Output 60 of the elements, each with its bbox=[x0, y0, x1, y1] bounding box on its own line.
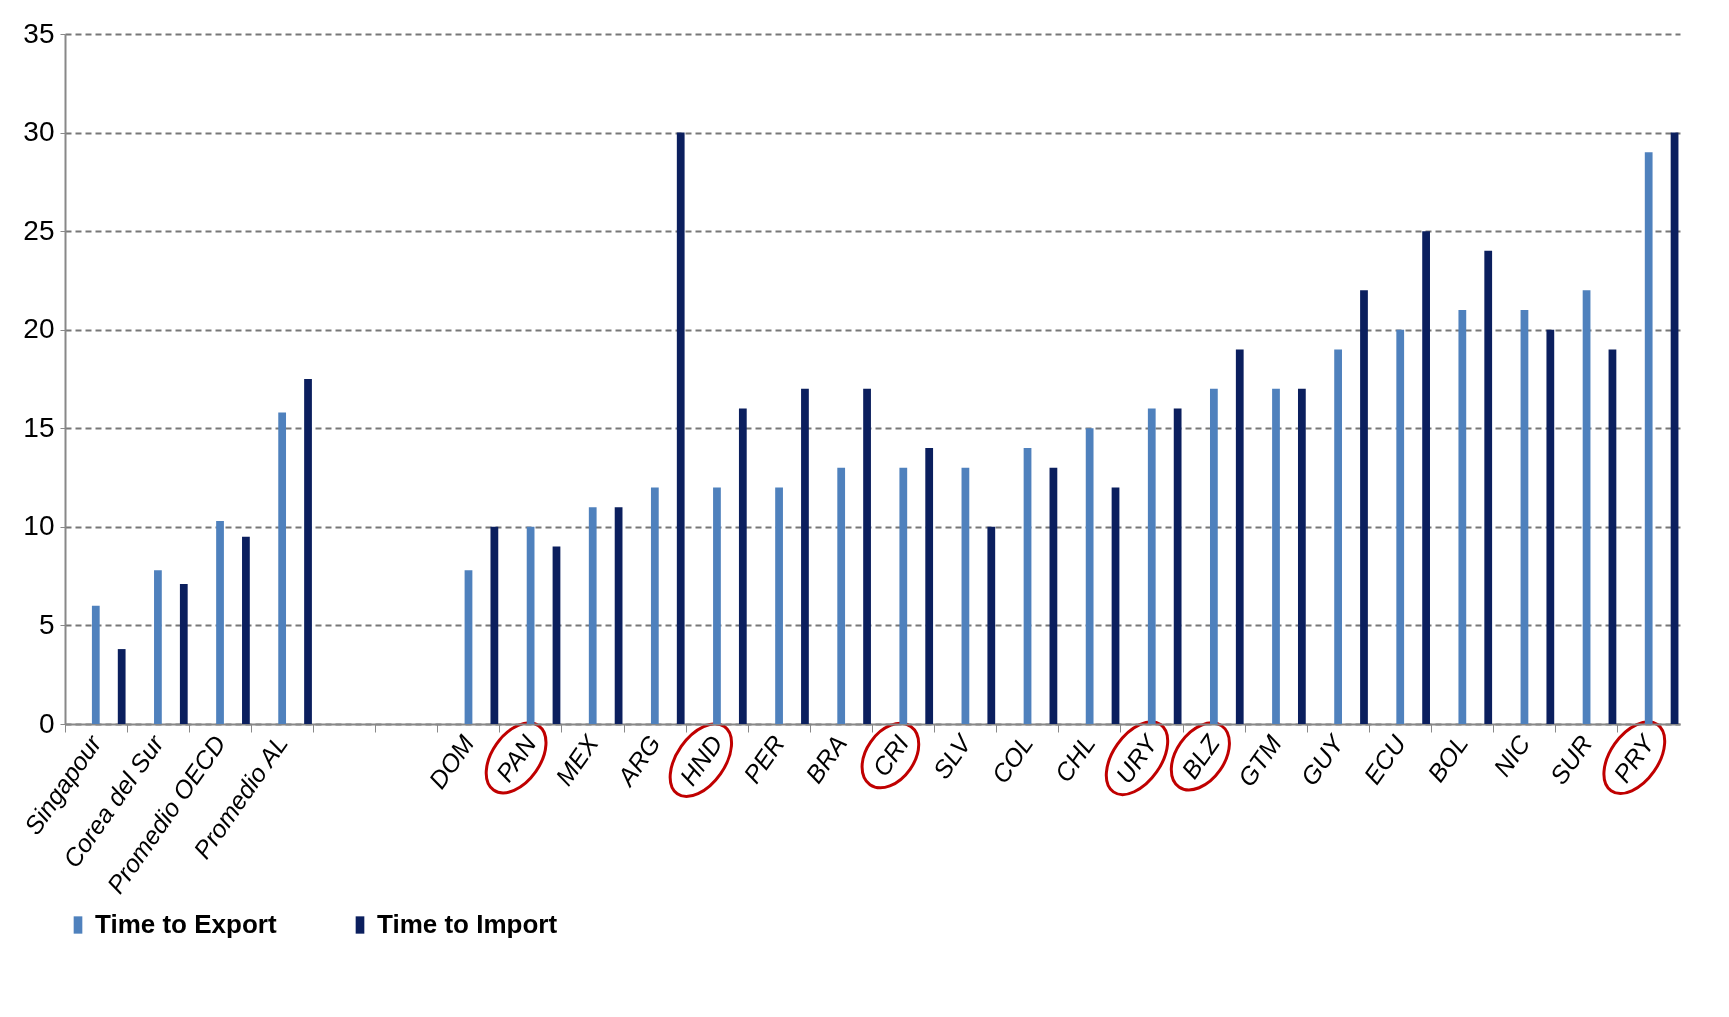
bar bbox=[91, 605, 100, 724]
bar bbox=[1147, 408, 1156, 724]
x-tick-label: CHL bbox=[1048, 729, 1101, 787]
y-tick-label: 20 bbox=[23, 313, 55, 345]
x-tick-label: CRI bbox=[866, 729, 915, 782]
bar bbox=[1173, 408, 1182, 724]
bar bbox=[1546, 329, 1555, 724]
bar bbox=[1272, 388, 1280, 724]
bar bbox=[676, 132, 685, 724]
bar bbox=[490, 526, 499, 724]
bar bbox=[242, 536, 250, 724]
y-tick-label: 10 bbox=[23, 510, 55, 542]
bar bbox=[1085, 428, 1094, 724]
bar bbox=[552, 546, 561, 724]
bar bbox=[278, 412, 287, 724]
bar bbox=[1235, 349, 1244, 724]
bar bbox=[1520, 310, 1529, 724]
bar bbox=[713, 487, 721, 724]
bar bbox=[526, 526, 535, 724]
y-tick-label: 35 bbox=[23, 17, 55, 49]
bar bbox=[837, 467, 846, 724]
bar bbox=[775, 487, 783, 724]
bar bbox=[1209, 388, 1218, 724]
bar bbox=[650, 487, 659, 724]
y-tick-label: 25 bbox=[23, 214, 55, 246]
legend-label: Time to Export bbox=[95, 909, 277, 939]
bar bbox=[1458, 310, 1467, 724]
bar bbox=[1297, 388, 1306, 724]
y-tick-label: 30 bbox=[23, 116, 55, 148]
bar bbox=[863, 388, 871, 724]
bar bbox=[179, 584, 188, 724]
bar bbox=[1644, 152, 1653, 724]
bar bbox=[1023, 448, 1032, 724]
y-tick-label: 15 bbox=[23, 411, 55, 443]
bar bbox=[1484, 250, 1493, 724]
legend-label: Time to Import bbox=[377, 909, 558, 939]
bar bbox=[1582, 290, 1591, 724]
bar bbox=[1422, 231, 1430, 724]
bar bbox=[987, 526, 996, 724]
bar bbox=[1111, 487, 1120, 724]
bar bbox=[216, 520, 224, 724]
bar bbox=[1670, 132, 1679, 724]
bar bbox=[614, 507, 623, 724]
bar bbox=[1608, 349, 1617, 724]
bar bbox=[961, 467, 970, 724]
bar bbox=[801, 388, 809, 724]
bar bbox=[304, 379, 312, 724]
y-tick-label: 0 bbox=[38, 707, 55, 739]
bar bbox=[464, 570, 473, 724]
bar bbox=[1360, 290, 1368, 724]
bar bbox=[899, 467, 908, 724]
bar bbox=[588, 507, 597, 724]
bar bbox=[117, 649, 126, 724]
bar bbox=[738, 408, 747, 724]
bar bbox=[925, 448, 934, 724]
bar bbox=[154, 570, 162, 724]
y-tick-label: 5 bbox=[38, 608, 55, 640]
bar bbox=[1049, 467, 1058, 724]
bar bbox=[1396, 329, 1405, 724]
bar bbox=[1334, 349, 1342, 724]
